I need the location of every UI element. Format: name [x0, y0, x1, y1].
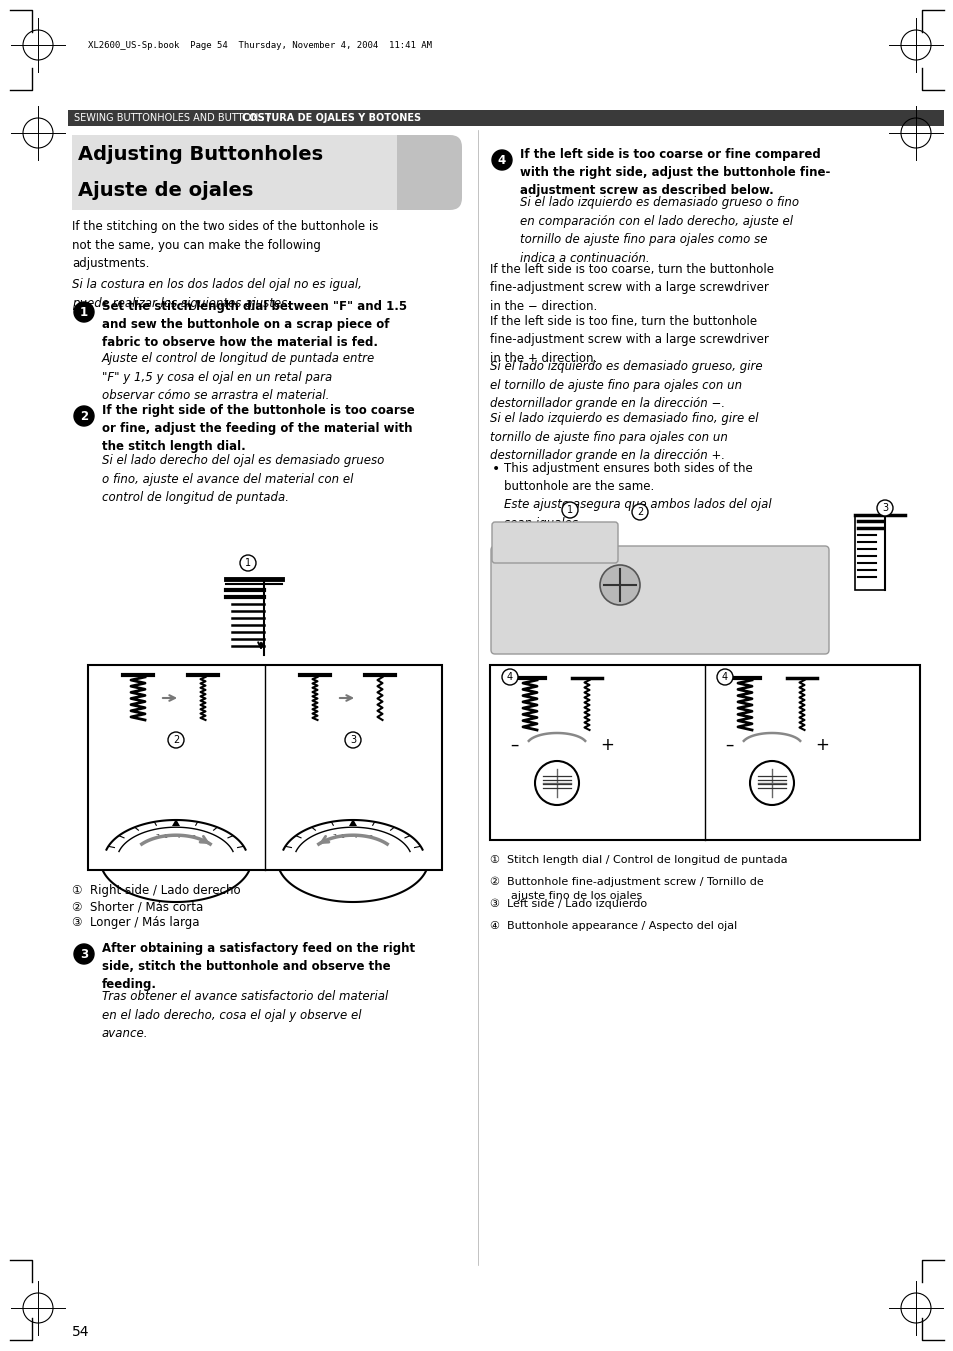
- Text: This adjustment ensures both sides of the
buttonhole are the same.: This adjustment ensures both sides of th…: [503, 462, 752, 493]
- Text: If the left side is too coarse, turn the buttonhole
fine-adjustment screw with a: If the left side is too coarse, turn the…: [490, 263, 773, 313]
- Circle shape: [168, 732, 184, 748]
- Text: ①  Stitch length dial / Control de longitud de puntada: ① Stitch length dial / Control de longit…: [490, 855, 787, 865]
- Text: After obtaining a satisfactory feed on the right
side, stitch the buttonhole and: After obtaining a satisfactory feed on t…: [102, 942, 415, 992]
- Text: 2  1 — F — o: 2 1 — F — o: [156, 834, 195, 839]
- Text: 4: 4: [721, 671, 727, 682]
- Circle shape: [501, 669, 517, 685]
- Bar: [88, 665, 441, 870]
- Circle shape: [74, 944, 94, 965]
- Circle shape: [631, 504, 647, 520]
- Text: 2: 2: [80, 409, 88, 423]
- Text: Tras obtener el avance satisfactorio del material
en el lado derecho, cosa el oj: Tras obtener el avance satisfactorio del…: [102, 990, 388, 1040]
- Text: ②  Shorter / Más corta: ② Shorter / Más corta: [71, 900, 203, 913]
- Text: SEWING BUTTONHOLES AND BUTTONS /: SEWING BUTTONHOLES AND BUTTONS /: [74, 113, 274, 123]
- Text: 2: 2: [172, 735, 179, 744]
- Text: Ajuste el control de longitud de puntada entre
"F" y 1,5 y cosa el ojal en un re: Ajuste el control de longitud de puntada…: [102, 353, 375, 403]
- Text: 2  1 — F — o: 2 1 — F — o: [333, 834, 373, 839]
- Text: 1: 1: [245, 558, 251, 567]
- Text: –: –: [509, 736, 517, 754]
- Circle shape: [240, 555, 255, 571]
- Text: If the right side of the buttonhole is too coarse
or fine, adjust the feeding of: If the right side of the buttonhole is t…: [102, 404, 415, 453]
- Text: –: –: [724, 736, 733, 754]
- Text: 54: 54: [71, 1325, 90, 1339]
- FancyBboxPatch shape: [71, 135, 461, 209]
- Text: Adjusting Buttonholes: Adjusting Buttonholes: [78, 146, 323, 165]
- Circle shape: [876, 500, 892, 516]
- Circle shape: [561, 503, 578, 517]
- Circle shape: [74, 407, 94, 426]
- Text: •: •: [492, 462, 499, 476]
- Text: 4: 4: [497, 154, 506, 166]
- FancyBboxPatch shape: [492, 521, 618, 563]
- Circle shape: [492, 150, 512, 170]
- Text: 1: 1: [566, 505, 573, 515]
- Text: ①  Right side / Lado derecho: ① Right side / Lado derecho: [71, 884, 240, 897]
- Text: Si el lado izquierdo es demasiado fino, gire el
tornillo de ajuste fino para oja: Si el lado izquierdo es demasiado fino, …: [490, 412, 758, 462]
- Text: ③  Longer / Más larga: ③ Longer / Más larga: [71, 916, 199, 929]
- Text: 3: 3: [350, 735, 355, 744]
- Text: 2: 2: [637, 507, 642, 517]
- Text: 1: 1: [80, 305, 88, 319]
- Circle shape: [535, 761, 578, 805]
- FancyBboxPatch shape: [491, 546, 828, 654]
- Text: ②  Buttonhole fine-adjustment screw / Tornillo de
      ajuste fino de los ojale: ② Buttonhole fine-adjustment screw / Tor…: [490, 877, 763, 901]
- Text: 4: 4: [506, 671, 513, 682]
- Text: Si el lado izquierdo es demasiado grueso, gire
el tornillo de ajuste fino para o: Si el lado izquierdo es demasiado grueso…: [490, 359, 761, 409]
- Text: +: +: [814, 736, 828, 754]
- Text: Ajuste de ojales: Ajuste de ojales: [78, 181, 253, 200]
- Text: Set the stitch length dial between "F" and 1.5
and sew the buttonhole on a scrap: Set the stitch length dial between "F" a…: [102, 300, 407, 349]
- Bar: [71, 135, 396, 209]
- Bar: [68, 109, 943, 126]
- Polygon shape: [349, 819, 356, 825]
- Text: COSTURA DE OJALES Y BOTONES: COSTURA DE OJALES Y BOTONES: [242, 113, 420, 123]
- Text: +: +: [599, 736, 614, 754]
- Circle shape: [599, 565, 639, 605]
- Text: ④  Buttonhole appearance / Aspecto del ojal: ④ Buttonhole appearance / Aspecto del oj…: [490, 921, 737, 931]
- Text: Si el lado derecho del ojal es demasiado grueso
o fino, ajuste el avance del mat: Si el lado derecho del ojal es demasiado…: [102, 454, 384, 504]
- Text: XL2600_US-Sp.book  Page 54  Thursday, November 4, 2004  11:41 AM: XL2600_US-Sp.book Page 54 Thursday, Nove…: [88, 42, 432, 50]
- Bar: [490, 665, 919, 840]
- Circle shape: [74, 303, 94, 322]
- Text: Si la costura en los dos lados del ojal no es igual,
puede realizar los siguient: Si la costura en los dos lados del ojal …: [71, 278, 361, 309]
- Text: If the stitching on the two sides of the buttonhole is
not the same, you can mak: If the stitching on the two sides of the…: [71, 220, 378, 270]
- Text: If the left side is too coarse or fine compared
with the right side, adjust the : If the left side is too coarse or fine c…: [519, 149, 829, 197]
- Text: Si el lado izquierdo es demasiado grueso o fino
en comparación con el lado derec: Si el lado izquierdo es demasiado grueso…: [519, 196, 799, 265]
- Text: Este ajuste asegura que ambos lados del ojal
sean iguales.: Este ajuste asegura que ambos lados del …: [503, 499, 771, 530]
- Text: 3: 3: [80, 947, 88, 961]
- Circle shape: [345, 732, 360, 748]
- Circle shape: [717, 669, 732, 685]
- Text: ③  Left side / Lado izquierdo: ③ Left side / Lado izquierdo: [490, 898, 646, 909]
- Bar: [854, 515, 884, 590]
- Circle shape: [749, 761, 793, 805]
- Text: 3: 3: [881, 503, 887, 513]
- Polygon shape: [172, 819, 180, 825]
- Text: If the left side is too fine, turn the buttonhole
fine-adjustment screw with a l: If the left side is too fine, turn the b…: [490, 315, 768, 365]
